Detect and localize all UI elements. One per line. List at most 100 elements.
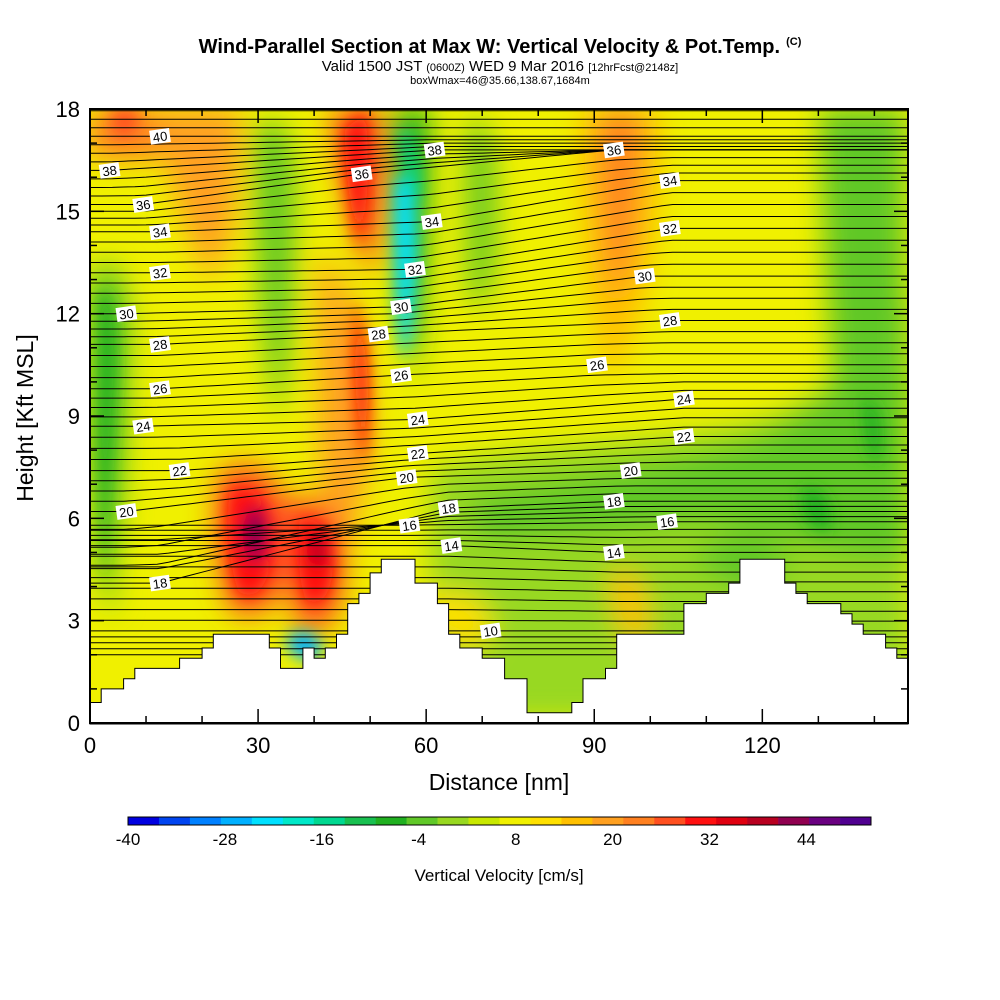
isentrope-line (90, 227, 908, 274)
x-axis-label: Distance [nm] (429, 769, 570, 795)
isentrope-line (90, 275, 908, 315)
colorbar-swatch (282, 817, 315, 825)
colorbar-swatch (592, 817, 624, 825)
colorbar-swatch (561, 817, 593, 825)
contour-label: 28 (367, 325, 390, 343)
contour-label-text: 26 (393, 367, 409, 384)
contour-label-text: 40 (152, 128, 168, 145)
y-tick-label: 18 (56, 97, 80, 122)
isentrope-line (90, 263, 908, 304)
contour-label-text: 24 (676, 391, 692, 408)
contour-label: 22 (406, 445, 429, 463)
contour-label: 32 (404, 260, 426, 278)
contour-label-text: 18 (440, 500, 456, 517)
x-axis: 0 30 60 90 120 (84, 109, 876, 758)
colorbar-frame (127, 816, 872, 826)
colorbar-swatch (344, 817, 376, 825)
isentrope-line (90, 142, 908, 154)
isentrope-line (90, 149, 908, 171)
colorbar-swatch (623, 817, 655, 825)
isentrope-line (90, 297, 908, 330)
isentrope-line (90, 521, 908, 526)
colorbar-tick-label: 32 (700, 830, 719, 849)
contour-label: 16 (656, 513, 678, 531)
contour-label-box (398, 516, 421, 534)
contour-label-box (367, 325, 390, 343)
contour-label: 24 (406, 411, 429, 428)
contour-label-text: 18 (606, 493, 622, 510)
isentrope-line (90, 204, 908, 253)
isentrope-line (90, 192, 908, 243)
colorbar-tick-label: -40 (116, 830, 141, 849)
isentrope-line (90, 364, 908, 390)
contour-label-box (633, 267, 656, 285)
contour-label: 36 (132, 196, 155, 213)
colorbar-swatch (530, 817, 562, 825)
contour-label-text: 34 (152, 224, 168, 241)
isentrope-line (90, 320, 908, 345)
y-tick-label: 6 (68, 506, 80, 531)
colorbar-swatch (499, 817, 531, 825)
title-suffix: (C) (786, 36, 802, 49)
contour-label: 28 (149, 336, 171, 353)
contour-label: 34 (149, 223, 171, 241)
isentrope-line (90, 146, 908, 163)
contour-label: 14 (440, 537, 463, 555)
title-block: Wind-Parallel Section at Max W: Vertical… (0, 36, 1000, 87)
colorbar-swatch (251, 817, 284, 825)
contour-label-text: 32 (407, 261, 423, 278)
colorbar-swatch (840, 817, 872, 825)
contour-label: 18 (149, 574, 171, 592)
colorbar-swatch (468, 817, 500, 825)
colorbar-swatch (375, 817, 407, 825)
colorbar-ticks: -40 -28 -16 -4 8 20 32 44 (116, 830, 816, 849)
colorbar-tick-label: -16 (310, 830, 335, 849)
isentrope-line (90, 619, 908, 622)
x-tick-label: 30 (246, 733, 270, 758)
isentrope-line (90, 157, 908, 212)
subtitle-zulu: (0600Z) (426, 62, 465, 74)
contour-label: 18 (603, 492, 625, 510)
field-region (110, 109, 140, 137)
contour-label: 40 (149, 127, 171, 145)
isentrope-line (90, 308, 908, 338)
contour-label-text: 36 (354, 166, 370, 183)
contour-label-box (440, 537, 463, 554)
y-tick-label: 0 (68, 711, 80, 736)
contour-label-box (149, 380, 171, 398)
contour-label-text: 10 (482, 623, 498, 640)
contour-label-box (586, 356, 608, 374)
contour-label: 18 (437, 499, 460, 517)
subtitle-date: WED 9 Mar 2016 (468, 58, 585, 75)
subtitle-forecast: [12hrFcst@2148z] (588, 62, 679, 74)
contour-label-box (115, 305, 138, 323)
colorbar-swatch (128, 817, 160, 825)
y-tick-label: 12 (56, 302, 80, 327)
contour-label-text: 22 (410, 446, 426, 463)
isentrope-line (90, 609, 908, 612)
contour-label-text: 24 (410, 411, 426, 428)
field-region (255, 121, 295, 420)
contour-label-text: 16 (401, 517, 417, 534)
contour-label-text: 38 (101, 162, 117, 179)
field-region (353, 300, 369, 470)
contour-label-text: 22 (171, 463, 187, 480)
y-tick-label: 15 (56, 199, 80, 224)
colorbar-swatch (406, 817, 438, 825)
contour-label-text: 14 (606, 544, 622, 561)
contour-label-text: 28 (370, 326, 386, 343)
isentrope-line (90, 407, 908, 438)
colorbar-swatch (809, 817, 841, 825)
isentrope-line (90, 353, 908, 379)
x-tick-label: 90 (582, 733, 606, 758)
isentrope-line (90, 444, 908, 482)
x-tick-label: 0 (84, 733, 96, 758)
contour-label-box (115, 503, 138, 520)
contour-label-text: 32 (152, 265, 168, 282)
contour-label-box (479, 622, 502, 640)
isentrope-line (90, 239, 908, 284)
contour-label: 38 (423, 141, 446, 159)
contour-label-box (168, 462, 191, 479)
isentrope-line (90, 164, 908, 219)
